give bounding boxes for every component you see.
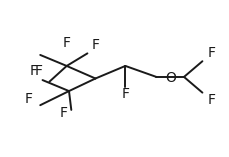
Text: F: F xyxy=(63,36,70,50)
Text: F: F xyxy=(121,87,129,101)
Text: F: F xyxy=(207,93,215,108)
Text: F: F xyxy=(29,64,37,78)
Text: F: F xyxy=(34,64,42,78)
Text: F: F xyxy=(59,106,67,120)
Text: F: F xyxy=(24,92,32,106)
Text: F: F xyxy=(91,38,99,52)
Text: O: O xyxy=(164,71,175,86)
Text: F: F xyxy=(207,46,215,60)
